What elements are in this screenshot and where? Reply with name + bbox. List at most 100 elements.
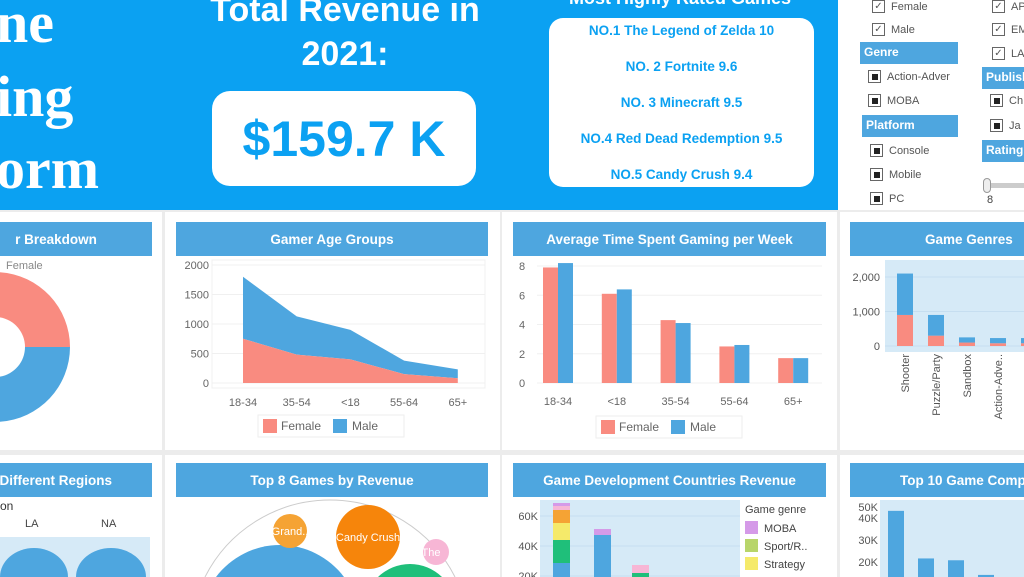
- checkbox-checked-icon[interactable]: ✓: [992, 23, 1005, 36]
- filter-platform-item[interactable]: Console: [870, 144, 929, 157]
- filter-gender-male[interactable]: ✓ Male: [872, 23, 915, 36]
- y-tick-label: 8: [519, 261, 525, 273]
- legend-label: Female: [281, 419, 321, 433]
- regions-subtitle: on: [0, 499, 14, 513]
- checkbox-filled-icon[interactable]: [868, 70, 881, 83]
- checkbox-filled-icon[interactable]: [870, 168, 883, 181]
- filter-label: Ja: [1009, 119, 1021, 132]
- y-tick-label: 500: [191, 349, 209, 361]
- donut-slice-male: [0, 347, 70, 422]
- filter-label: Female: [891, 0, 928, 13]
- stacked-bar-segment: [553, 540, 570, 563]
- time-spent-card: Average Time Spent Gaming per Week 8 6 4 2 0…: [502, 212, 837, 450]
- game-genres-chart: 2,000 1,000 0 Shooter Puzzle/Party Sandbox Act…: [852, 260, 1024, 419]
- age-groups-card: Gamer Age Groups 2000 1500 1000 500 0 18-34 35…: [165, 212, 500, 450]
- rating-slider-handle[interactable]: [983, 178, 991, 193]
- revenue-title: Total Revenue in 2021:: [180, 0, 510, 76]
- rated-title: Most Highly Rated Games: [520, 0, 838, 9]
- revenue-title-line: 2021:: [301, 35, 389, 73]
- revenue-title-line: Total Revenue in: [210, 0, 480, 29]
- bar-male: [990, 338, 1006, 344]
- bar-female: [543, 267, 558, 383]
- bar-male: [897, 273, 913, 315]
- filter-region-item[interactable]: ✓ AP: [992, 0, 1024, 13]
- stacked-bar-segment: [632, 565, 649, 573]
- checkbox-checked-icon[interactable]: ✓: [992, 47, 1005, 60]
- rated-item: NO. 2 Fortnite 9.6: [625, 59, 738, 74]
- y-tick-label: 60K: [518, 511, 538, 523]
- game-genres-card: Game Genres 2,000 1,000 0 Shooter Puzzle/Par…: [840, 212, 1024, 450]
- checkbox-checked-icon[interactable]: ✓: [872, 23, 885, 36]
- bubble-outline: [204, 499, 456, 577]
- filter-genre-item[interactable]: MOBA: [868, 94, 919, 107]
- legend-label: Strategy: [764, 559, 805, 571]
- legend-label: Male: [690, 420, 716, 434]
- y-tick-label: 0: [874, 341, 880, 353]
- checkbox-filled-icon[interactable]: [990, 119, 1003, 132]
- legend-swatch-female: [601, 420, 615, 434]
- filter-publisher-item[interactable]: Ja: [990, 119, 1021, 132]
- rated-item: NO.1 The Legend of Zelda 10: [588, 23, 775, 38]
- rated-item: NO.4 Red Dead Redemption 9.5: [580, 131, 783, 146]
- y-tick-label: 4: [519, 320, 525, 332]
- y-tick-label: 0: [519, 378, 525, 390]
- bubble-the: [423, 539, 449, 565]
- card-title: Top 8 Games by Revenue: [176, 463, 488, 497]
- top8-games-card: Top 8 Games by Revenue Grand.. Candy Cru…: [165, 455, 500, 577]
- card-title: Gamer Age Groups: [176, 222, 488, 256]
- bar-female: [959, 342, 975, 346]
- checkbox-filled-icon[interactable]: [990, 94, 1003, 107]
- donut-slice-female: [0, 272, 70, 347]
- filter-gender-female[interactable]: ✓ Female: [872, 0, 928, 13]
- filter-label: LA: [1011, 47, 1024, 60]
- legend-swatch-male: [671, 420, 685, 434]
- filter-label: Console: [889, 144, 930, 157]
- filter-region-item[interactable]: ✓ EM: [992, 23, 1024, 36]
- x-tick-label: 55-64: [720, 396, 748, 408]
- donut-label-female: Female: [6, 260, 43, 272]
- y-tick-label: 1500: [185, 290, 209, 302]
- rating-slider-track[interactable]: [988, 183, 1024, 188]
- filter-label: Ch: [1009, 94, 1024, 107]
- regions-card: Different Regions on LA NA: [0, 455, 162, 577]
- rated-list: NO.1 The Legend of Zelda 10 NO. 2 Fortni…: [549, 18, 814, 187]
- bar-male: [793, 358, 809, 383]
- dashboard-title-line: ne: [0, 0, 54, 55]
- card-title: r Breakdown: [0, 222, 152, 256]
- bubble-label: The: [422, 547, 441, 559]
- checkbox-checked-icon[interactable]: ✓: [992, 0, 1005, 13]
- filter-region-item[interactable]: ✓ LA: [992, 47, 1024, 60]
- area-female: [243, 338, 458, 383]
- stacked-bar-segment: [553, 510, 570, 523]
- card-title: Average Time Spent Gaming per Week: [513, 222, 826, 256]
- y-tick-label: 40K: [518, 541, 538, 553]
- filter-publisher-item[interactable]: Ch: [990, 94, 1023, 107]
- checkbox-filled-icon[interactable]: [868, 94, 881, 107]
- card-title: Game Genres: [850, 222, 1024, 256]
- bar-female: [601, 293, 617, 383]
- rated-item: NO.5 Candy Crush 9.4: [610, 167, 753, 182]
- legend-box: [595, 415, 743, 439]
- bar-male: [1021, 338, 1024, 344]
- filter-label: MOBA: [887, 94, 920, 107]
- checkbox-filled-icon[interactable]: [870, 144, 883, 157]
- x-tick-label: 65+: [448, 397, 467, 409]
- y-tick-label: 0: [203, 378, 209, 390]
- filter-platform-item[interactable]: PC: [870, 192, 904, 205]
- legend-swatch: [745, 521, 758, 534]
- checkbox-filled-icon[interactable]: [870, 192, 883, 205]
- checkbox-checked-icon[interactable]: ✓: [872, 0, 885, 13]
- legend-label: Female: [619, 420, 659, 434]
- rating-slider-value: 8: [987, 194, 994, 206]
- stacked-bar-segment: [553, 563, 570, 577]
- bar-male: [675, 323, 691, 383]
- filter-label: AP: [1011, 0, 1024, 13]
- filter-header-platform: Platform: [862, 115, 958, 137]
- bar-male: [959, 337, 975, 343]
- region-col-label: LA: [25, 518, 39, 530]
- filter-platform-item[interactable]: Mobile: [870, 168, 921, 181]
- banner: ne ing orm Total Revenue in 2021: $159.7 …: [0, 0, 838, 210]
- bar-male: [616, 289, 632, 383]
- filter-genre-item[interactable]: Action-Adver: [868, 70, 950, 83]
